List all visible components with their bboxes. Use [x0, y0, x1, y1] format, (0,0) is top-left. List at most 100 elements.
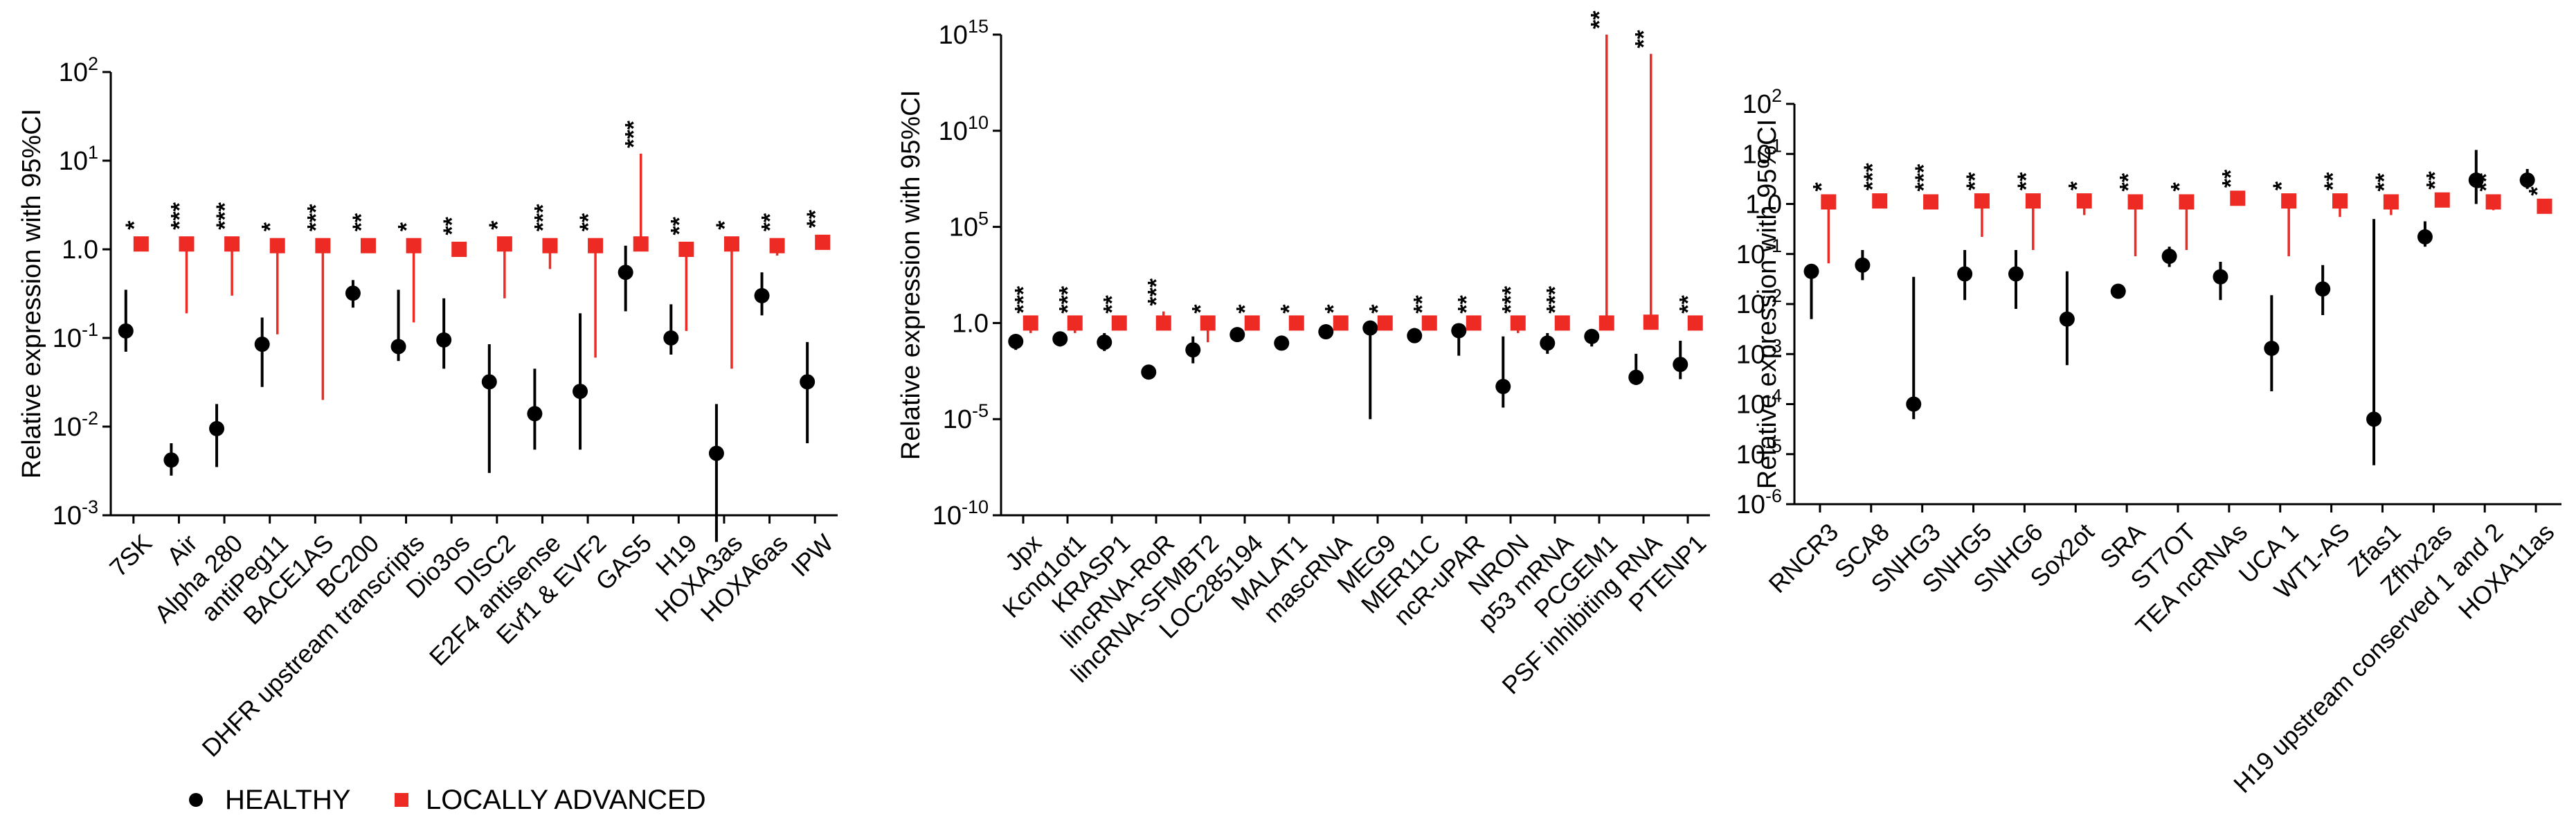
significance-marker: ***: [1011, 285, 1037, 313]
chart-panel-2: 1015 1010 105 1.0 10-5 10-10 Relative expressi…: [897, 10, 1711, 699]
advanced-point: [769, 238, 785, 253]
significance-marker: ***: [621, 120, 647, 148]
significance-marker: **: [1962, 172, 1988, 190]
significance-marker: **: [2320, 172, 2346, 190]
healthy-point: [1803, 263, 1819, 279]
advanced-point: [1554, 315, 1570, 331]
y-tick-label: 102: [1742, 85, 1782, 119]
advanced-point: [1377, 315, 1393, 331]
legend-healthy-marker: [189, 793, 203, 807]
healthy-point: [481, 374, 497, 390]
healthy-point: [1274, 335, 1290, 351]
advanced-point: [1923, 194, 1939, 210]
healthy-point: [1407, 328, 1423, 344]
healthy-point: [618, 265, 633, 280]
healthy-point: [1362, 320, 1378, 336]
advanced-point: [2179, 194, 2195, 210]
healthy-point: [1495, 379, 1511, 395]
y-axis-title: Relative expression with 95%CI: [1753, 119, 1782, 489]
significance-marker: *: [2064, 181, 2091, 190]
advanced-point: [1111, 315, 1127, 331]
y-tick-label: 105: [949, 208, 989, 242]
significance-marker: **: [1454, 295, 1480, 314]
significance-marker: *: [121, 220, 147, 230]
significance-marker: *: [1321, 304, 1347, 314]
y-axis-title: Relative expression with 95%CI: [17, 109, 46, 479]
healthy-point: [1628, 369, 1644, 385]
advanced-point: [2434, 192, 2450, 208]
healthy-point: [2110, 283, 2126, 299]
healthy-point: [663, 330, 679, 346]
significance-marker: ***: [1144, 278, 1170, 305]
significance-marker: ***: [1911, 163, 1937, 191]
healthy-point: [2161, 249, 2177, 265]
advanced-point: [496, 236, 512, 252]
y-tick-label: 1.0: [1745, 190, 1782, 220]
advanced-point: [1598, 315, 1614, 331]
healthy-point: [2315, 281, 2331, 297]
y-tick-label: 10-3: [53, 497, 98, 531]
advanced-point: [815, 234, 831, 250]
healthy-point: [209, 420, 225, 436]
significance-marker: **: [666, 216, 692, 235]
significance-marker: *: [2166, 182, 2192, 192]
advanced-point: [1872, 193, 1888, 209]
healthy-point: [1230, 327, 1245, 343]
healthy-point: [800, 374, 816, 390]
healthy-point: [527, 406, 543, 422]
significance-marker: **: [1099, 295, 1126, 314]
healthy-point: [2059, 311, 2075, 327]
advanced-point: [179, 236, 195, 252]
advanced-point: [2537, 198, 2552, 214]
advanced-point: [133, 236, 149, 252]
advanced-point: [1466, 315, 1481, 331]
significance-marker: **: [2116, 172, 2142, 191]
advanced-point: [2281, 193, 2297, 209]
healthy-point: [1141, 364, 1157, 380]
significance-marker: **: [2013, 172, 2039, 190]
advanced-point: [1067, 315, 1083, 331]
advanced-point: [1200, 315, 1216, 331]
advanced-point: [1023, 315, 1038, 331]
y-tick-label: 1.0: [62, 235, 98, 265]
significance-marker: **: [2217, 169, 2244, 188]
healthy-point: [1185, 342, 1201, 358]
significance-marker: *: [1277, 304, 1303, 314]
y-tick-label: 10-3: [1736, 335, 1782, 369]
legend: HEALTHY LOCALLY ADVANCED: [189, 785, 706, 815]
significance-marker: **: [575, 213, 602, 231]
healthy-point: [163, 452, 179, 468]
advanced-point: [315, 238, 331, 253]
healthy-point: [1318, 324, 1334, 340]
y-tick-label: 101: [59, 142, 98, 176]
y-tick-label: 1.0: [952, 309, 989, 338]
significance-marker: ***: [1542, 285, 1569, 313]
advanced-point: [1244, 315, 1260, 331]
category-label: IPW: [785, 528, 838, 582]
y-tick-label: 10-6: [1736, 485, 1782, 519]
healthy-point: [2519, 172, 2535, 188]
significance-marker: *: [485, 220, 511, 230]
legend-healthy-label: HEALTHY: [225, 785, 351, 815]
healthy-point: [1540, 335, 1556, 351]
y-tick-label: 10-2: [53, 408, 98, 442]
significance-marker: **: [2474, 172, 2500, 191]
healthy-point: [2417, 229, 2433, 245]
advanced-point: [542, 238, 558, 253]
advanced-point: [678, 242, 694, 257]
legend-advanced-label: LOCALLY ADVANCED: [426, 785, 706, 815]
advanced-point: [1288, 315, 1304, 331]
y-tick-label: 1010: [939, 112, 989, 146]
advanced-point: [1643, 314, 1659, 330]
y-tick-label: 10-4: [1736, 386, 1782, 420]
healthy-point: [754, 287, 770, 303]
significance-marker: ***: [530, 204, 556, 231]
advanced-point: [2383, 194, 2399, 210]
advanced-point: [269, 238, 285, 253]
significance-marker: *: [394, 222, 420, 231]
significance-marker: *: [712, 220, 738, 230]
significance-marker: **: [2422, 171, 2449, 190]
y-tick-label: 10-1: [53, 319, 98, 353]
